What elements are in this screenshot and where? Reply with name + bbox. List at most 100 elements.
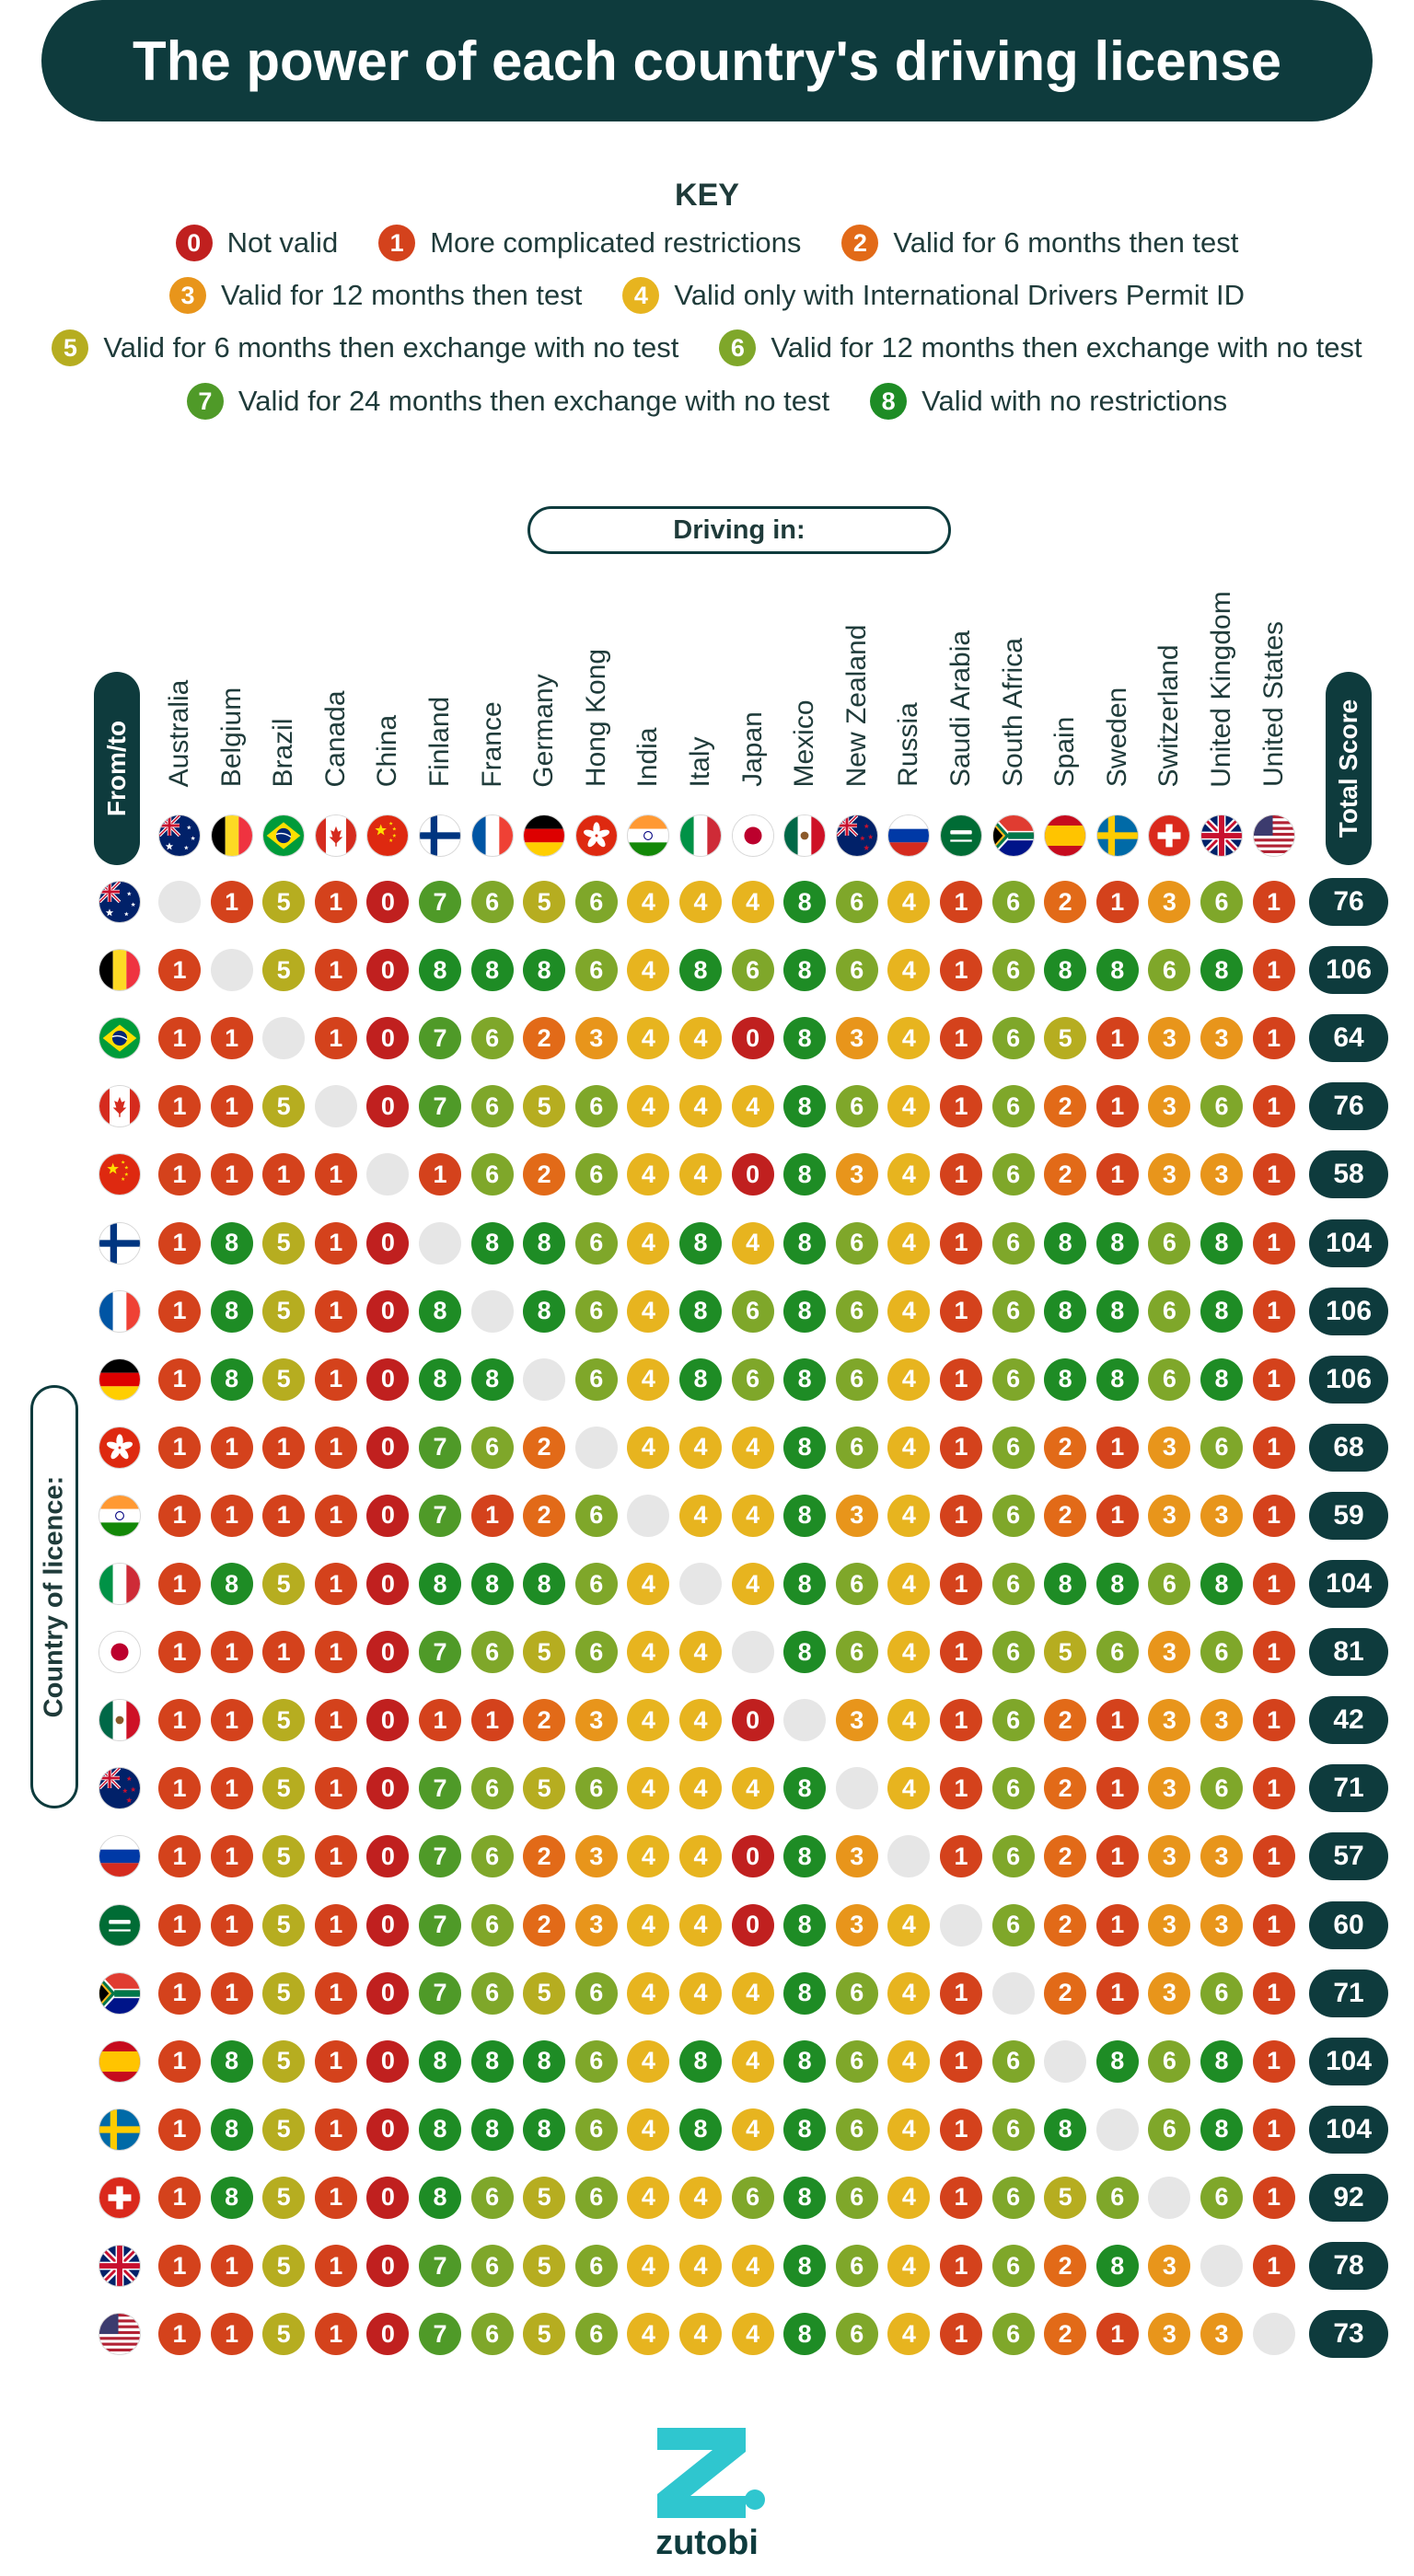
score-cell: 1 xyxy=(314,1903,357,1946)
score-cell: 1 xyxy=(210,1631,253,1674)
score-cell: 5 xyxy=(262,2108,306,2151)
score-cell: 8 xyxy=(783,1563,827,1605)
column-label: Switzerland xyxy=(1153,643,1185,788)
key-label: More complicated restrictions xyxy=(430,226,802,259)
score-cell: 8 xyxy=(470,1563,514,1605)
score-cell: 4 xyxy=(887,1903,931,1946)
page-title: The power of each country's driving lice… xyxy=(41,0,1373,121)
row-flag-china-icon xyxy=(99,1153,141,1196)
column-flag-italy-icon xyxy=(679,814,722,857)
score-cell: 1 xyxy=(940,1426,982,1469)
score-cell: 8 xyxy=(783,2176,827,2219)
score-cell-empty xyxy=(1148,2176,1191,2219)
score-cell: 4 xyxy=(679,1767,722,1810)
score-cell-empty xyxy=(1044,2039,1087,2083)
score-cell: 4 xyxy=(731,1494,774,1537)
row-flag-finland-icon xyxy=(99,1221,141,1265)
score-cell: 5 xyxy=(523,1631,566,1674)
score-cell: 6 xyxy=(574,881,618,923)
score-cell: 8 xyxy=(419,2039,461,2083)
score-cell: 6 xyxy=(1148,1563,1191,1605)
total-score: 104 xyxy=(1309,2105,1388,2154)
score-cell: 7 xyxy=(419,1903,461,1946)
score-cell: 6 xyxy=(574,1221,618,1265)
score-cell: 1 xyxy=(1095,1017,1139,1060)
score-cell: 3 xyxy=(1148,2313,1191,2356)
column-flag-germany-icon xyxy=(523,814,566,857)
total-score: 42 xyxy=(1309,1696,1388,1745)
zutobi-logo-icon xyxy=(657,2428,765,2518)
score-cell: 1 xyxy=(1252,1835,1295,1878)
score-cell: 1 xyxy=(314,1563,357,1605)
column-label: Finland xyxy=(424,696,455,788)
score-cell: 6 xyxy=(574,2108,618,2151)
score-cell: 5 xyxy=(262,881,306,923)
score-cell: 2 xyxy=(1044,1494,1087,1537)
score-cell: 1 xyxy=(1095,881,1139,923)
row-flag-canada-icon xyxy=(99,1085,141,1128)
score-cell: 8 xyxy=(210,1289,253,1333)
score-cell: 1 xyxy=(314,1494,357,1537)
total-score: 76 xyxy=(1309,1082,1388,1131)
score-cell: 8 xyxy=(523,1563,566,1605)
key-label: Valid only with International Drivers Pe… xyxy=(674,279,1245,311)
score-cell: 0 xyxy=(366,2108,410,2151)
score-cell: 8 xyxy=(783,1971,827,2015)
score-cell: 1 xyxy=(158,1903,201,1946)
total-score: 104 xyxy=(1309,1560,1388,1608)
score-cell-empty xyxy=(574,1426,618,1469)
score-cell: 1 xyxy=(940,1017,982,1060)
score-cell-empty xyxy=(991,1971,1035,2015)
score-cell: 6 xyxy=(470,1767,514,1810)
score-cell: 6 xyxy=(470,1631,514,1674)
score-cell: 6 xyxy=(835,1357,878,1401)
score-cell: 1 xyxy=(940,1357,982,1401)
column-label: France xyxy=(476,700,507,788)
score-cell: 1 xyxy=(314,1767,357,1810)
score-cell: 8 xyxy=(783,2313,827,2356)
score-cell: 6 xyxy=(731,2176,774,2219)
column-flag-newzealand-icon xyxy=(835,814,878,857)
score-cell: 1 xyxy=(419,1699,461,1742)
score-cell: 6 xyxy=(574,1631,618,1674)
key-item: 0 Not valid xyxy=(175,225,338,261)
column-label: New Zealand xyxy=(840,624,872,787)
score-cell: 6 xyxy=(1200,1971,1243,2015)
column-label: Brazil xyxy=(268,717,299,788)
column-label: Mexico xyxy=(789,699,820,788)
score-cell: 4 xyxy=(679,2313,722,2356)
score-cell: 6 xyxy=(470,1426,514,1469)
score-cell: 2 xyxy=(1044,2245,1087,2287)
score-cell: 1 xyxy=(314,1221,357,1265)
score-cell: 3 xyxy=(1148,1631,1191,1674)
key-row: 3 Valid for 12 months then test 4 Valid onl… xyxy=(0,277,1414,314)
score-cell: 1 xyxy=(1252,2176,1295,2219)
score-cell: 1 xyxy=(314,2039,357,2083)
score-cell: 2 xyxy=(1044,1971,1087,2015)
score-cell: 4 xyxy=(731,881,774,923)
score-cell: 0 xyxy=(366,949,410,992)
score-cell: 1 xyxy=(1095,1971,1139,2015)
score-cell: 1 xyxy=(1252,949,1295,992)
score-cell: 6 xyxy=(574,949,618,992)
key-row: 0 Not valid 1 More complicated restrictions… xyxy=(0,225,1414,261)
score-cell: 1 xyxy=(1252,1971,1295,2015)
score-cell: 6 xyxy=(835,1563,878,1605)
key-dot: 1 xyxy=(378,225,416,261)
score-cell: 5 xyxy=(262,2176,306,2219)
score-cell: 8 xyxy=(1095,949,1139,992)
score-cell: 6 xyxy=(1095,1631,1139,1674)
score-cell: 6 xyxy=(991,1357,1035,1401)
column-flag-hongkong-icon xyxy=(574,814,618,857)
score-cell: 4 xyxy=(887,2039,931,2083)
score-cell: 1 xyxy=(1252,1357,1295,1401)
total-score: 71 xyxy=(1309,1764,1388,1813)
row-flag-switzerland-icon xyxy=(99,2176,141,2219)
score-cell: 8 xyxy=(210,2176,253,2219)
zutobi-logo: zutobi xyxy=(643,2420,771,2568)
score-cell: 1 xyxy=(1095,1494,1139,1537)
score-cell: 1 xyxy=(1252,1494,1295,1537)
score-cell: 7 xyxy=(419,1494,461,1537)
score-cell: 4 xyxy=(627,1221,670,1265)
score-cell: 3 xyxy=(835,1017,878,1060)
